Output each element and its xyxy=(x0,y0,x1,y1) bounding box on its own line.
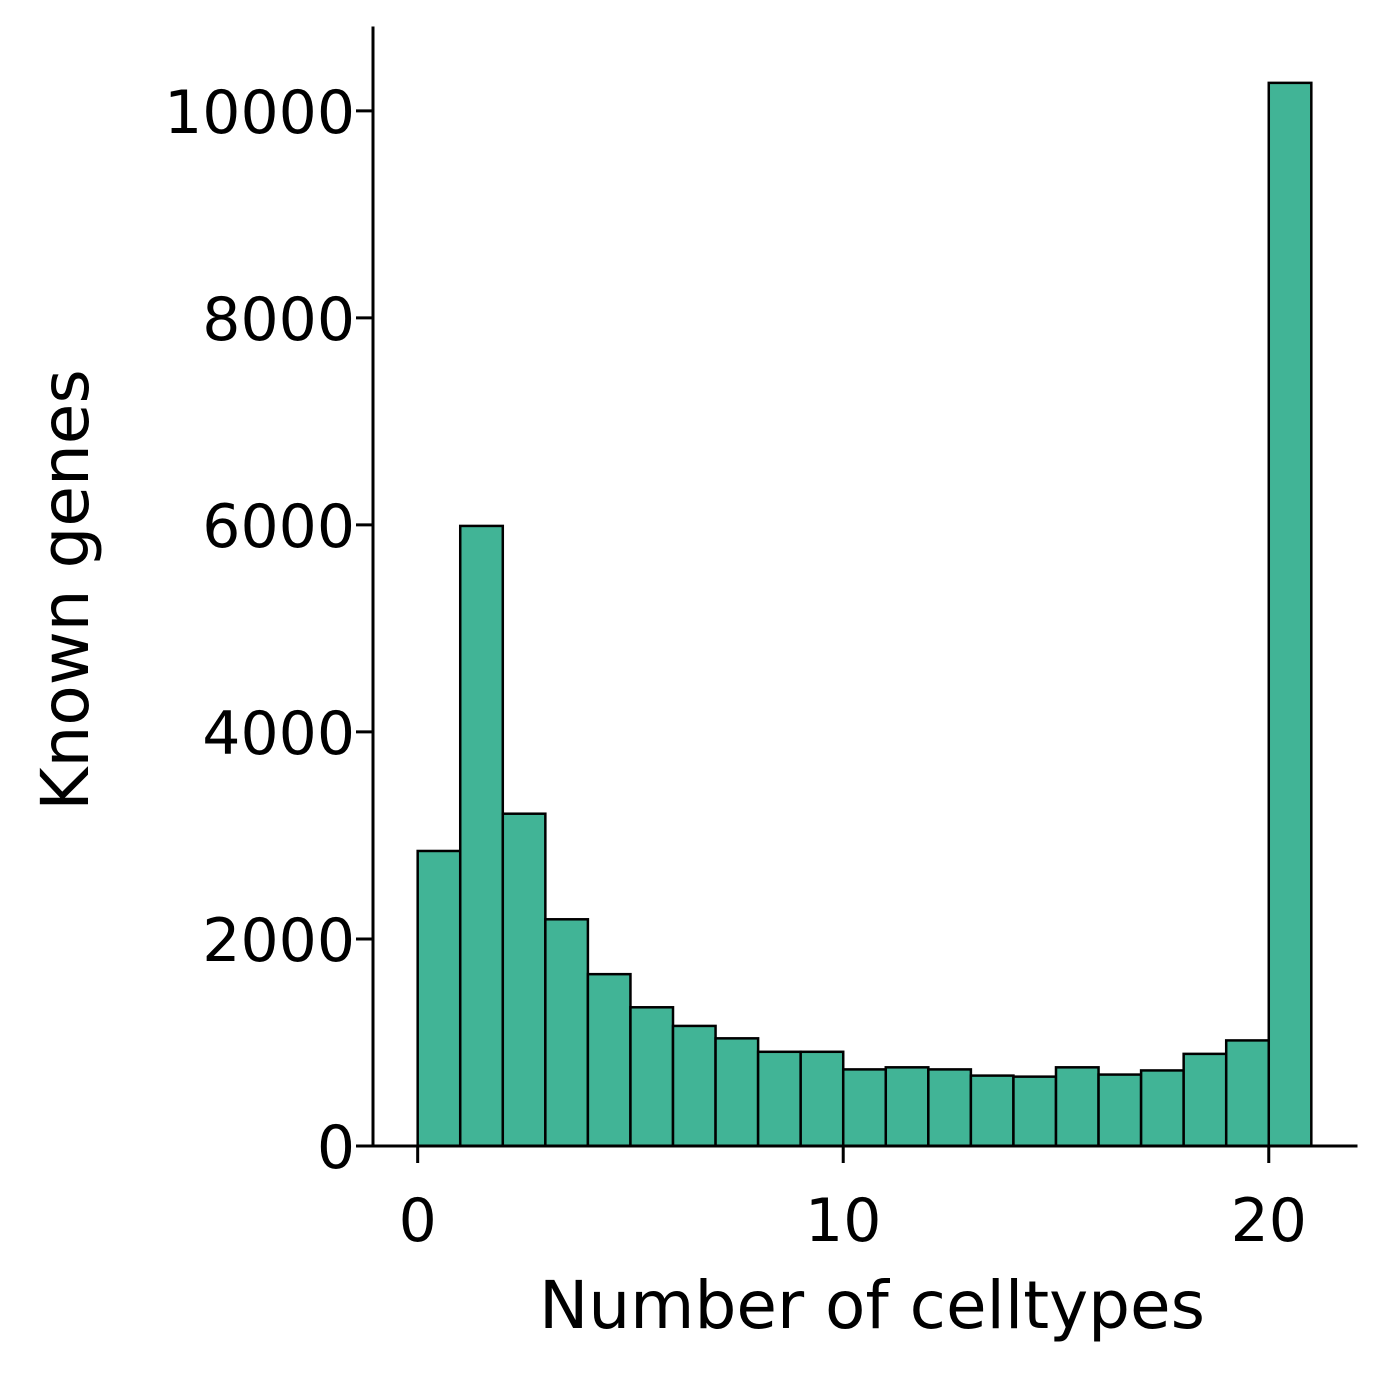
histogram-bar xyxy=(416,849,462,1148)
histogram-bar xyxy=(1054,1066,1100,1148)
histogram-bar xyxy=(841,1068,888,1148)
histogram-bar xyxy=(458,524,505,1148)
histogram-bar xyxy=(501,812,547,1148)
histogram-bar xyxy=(799,1050,845,1148)
x-tick-label: 10 xyxy=(805,1186,881,1256)
histogram-bar xyxy=(1182,1052,1228,1148)
x-axis-title: Number of celltypes xyxy=(539,1267,1205,1344)
histogram-bar xyxy=(1097,1073,1143,1148)
histogram-bar xyxy=(714,1037,760,1148)
bars-group xyxy=(416,81,1313,1148)
histogram-bar xyxy=(756,1050,802,1148)
histogram-bar xyxy=(586,972,632,1148)
histogram-bar xyxy=(1267,81,1313,1148)
histogram-bar xyxy=(1224,1039,1271,1148)
histogram-bar xyxy=(884,1066,930,1148)
y-tick-label: 6000 xyxy=(202,492,355,562)
histogram-bar xyxy=(629,1006,675,1148)
y-tick-label: 8000 xyxy=(202,285,355,355)
histogram-bar xyxy=(1139,1069,1185,1148)
histogram-bar xyxy=(544,918,590,1148)
histogram-bar xyxy=(969,1074,1015,1148)
x-tick-label: 20 xyxy=(1231,1186,1307,1256)
y-axis-title: Known genes xyxy=(27,369,104,811)
y-tick-label: 4000 xyxy=(202,699,355,769)
histogram-bar xyxy=(927,1068,973,1148)
axes-group xyxy=(371,26,1358,1148)
y-tick-label: 10000 xyxy=(164,78,355,148)
ticks-group: 0 10 20 0 2000 4000 6000 8000 10000 xyxy=(164,78,1307,1256)
histogram-bar xyxy=(1012,1075,1058,1148)
y-tick-label: 0 xyxy=(317,1113,355,1183)
y-tick-label: 2000 xyxy=(202,906,355,976)
histogram-bar xyxy=(671,1024,717,1148)
x-tick-label: 0 xyxy=(399,1186,437,1256)
